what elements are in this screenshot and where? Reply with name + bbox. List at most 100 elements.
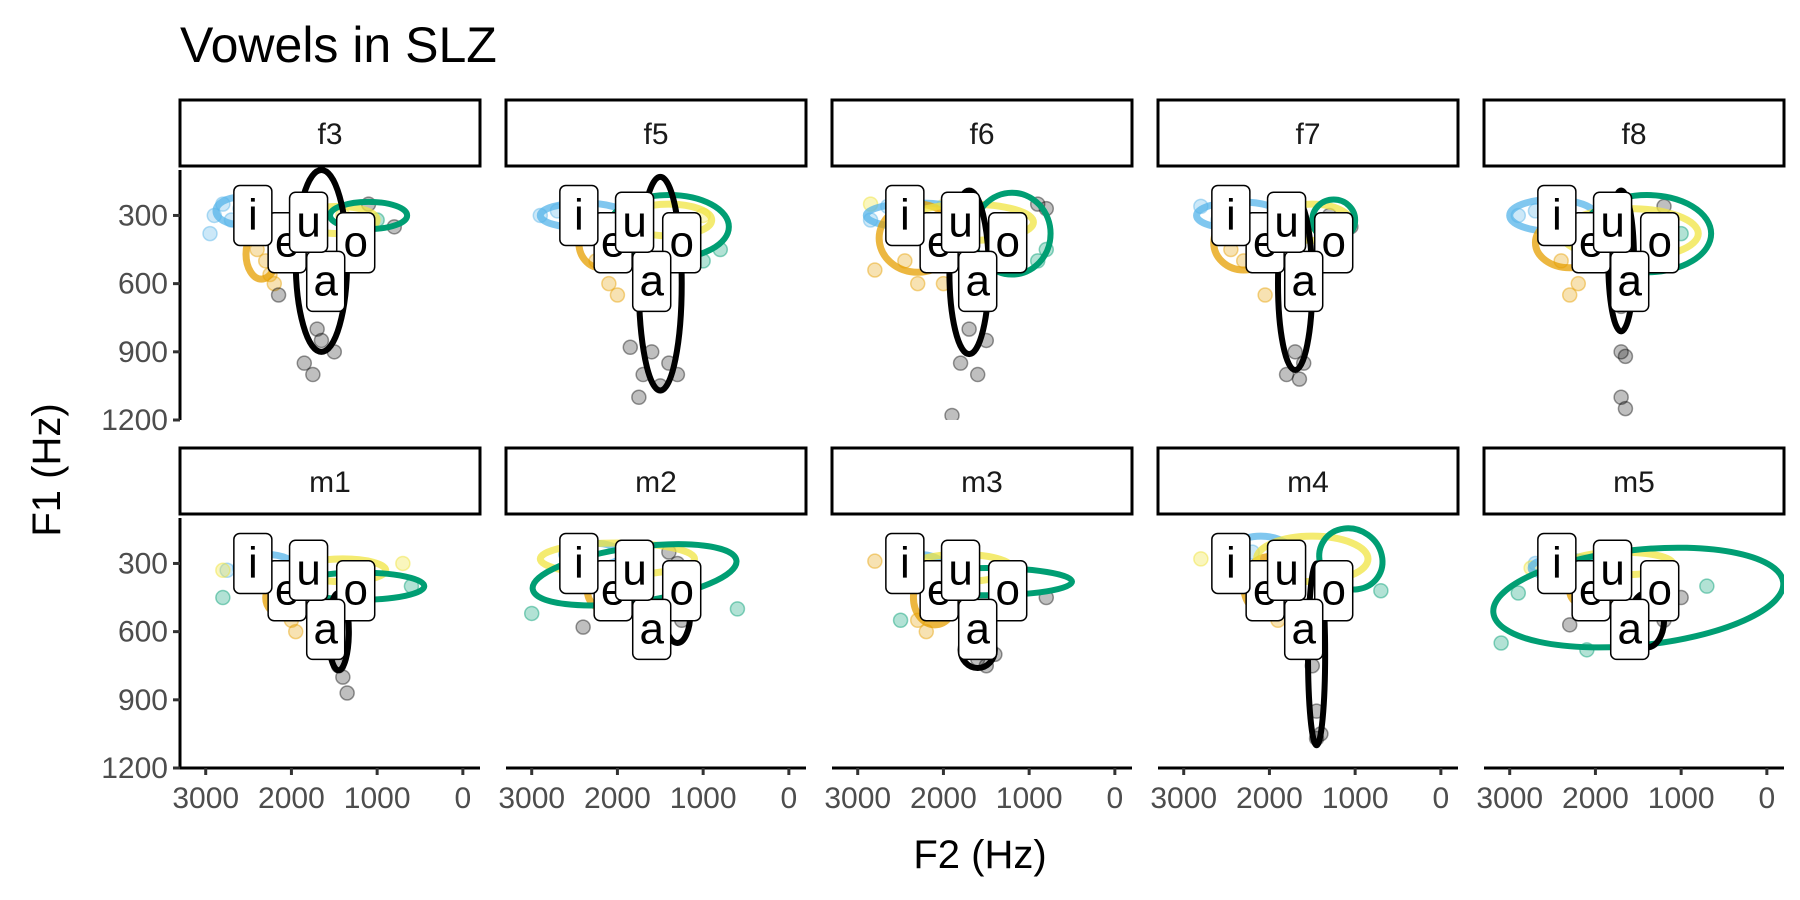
facet-strip — [504, 446, 808, 516]
data-point-a — [313, 332, 330, 349]
vowel-label-i: i — [559, 184, 599, 247]
vowel-label-a: a — [1283, 598, 1324, 661]
y-tick-label: 600 — [118, 616, 168, 649]
data-point-a — [575, 619, 591, 635]
svg-text:a: a — [639, 604, 664, 653]
vowel-label-o: o — [1313, 559, 1354, 622]
vowel-label-a: a — [957, 250, 998, 313]
vowel-label-i: i — [1537, 532, 1577, 595]
svg-text:a: a — [965, 604, 990, 653]
vowel-label-u: u — [1266, 539, 1307, 602]
vowel-label-u: u — [940, 191, 981, 254]
data-point-u — [729, 601, 746, 617]
vowel-label-i: i — [885, 532, 925, 595]
svg-text:u: u — [622, 545, 646, 594]
data-point-a — [631, 389, 647, 406]
x-tick-label: 0 — [1759, 782, 1776, 815]
x-axis-title: F2 (Hz) — [913, 833, 1046, 877]
chart-title: Vowels in SLZ — [180, 17, 497, 73]
facet-strip-label: m3 — [961, 466, 1003, 499]
x-tick-label: 1000 — [1322, 782, 1389, 815]
svg-text:u: u — [948, 197, 972, 246]
data-point-o — [395, 555, 411, 572]
svg-text:u: u — [1600, 545, 1624, 594]
vowel-label-u: u — [614, 191, 655, 254]
facet-strip-label: f6 — [969, 118, 994, 151]
vowel-label-a: a — [631, 598, 672, 661]
vowel-label-o: o — [987, 211, 1028, 274]
x-tick-label: 0 — [1107, 782, 1124, 815]
vowel-label-u: u — [614, 539, 655, 602]
facet-f7: f7e oai u — [1156, 98, 1460, 387]
data-point-a — [952, 355, 969, 371]
y-tick-label: 900 — [118, 684, 168, 717]
data-point-e — [1257, 287, 1273, 303]
x-tick-label: 0 — [1433, 782, 1450, 815]
data-point-a — [622, 339, 639, 356]
vowel-label-u: u — [1266, 191, 1307, 254]
facet-f6: f6e oai u — [830, 98, 1134, 420]
x-tick-label: 1000 — [1648, 782, 1715, 815]
data-point-a — [944, 407, 960, 420]
vowel-label-i: i — [233, 184, 273, 247]
facet-strip-label: m2 — [635, 466, 677, 499]
data-point-a — [969, 366, 986, 383]
svg-text:o: o — [1647, 566, 1671, 615]
y-tick-label: 1200 — [101, 404, 168, 437]
data-point-o — [1193, 551, 1209, 567]
svg-text:i: i — [900, 190, 910, 239]
y-tick-label: 1200 — [101, 752, 168, 785]
facet-strip — [830, 446, 1134, 516]
svg-text:u: u — [296, 197, 320, 246]
vowel-label-u: u — [1592, 191, 1633, 254]
svg-text:a: a — [313, 256, 338, 305]
vowel-label-u: u — [288, 191, 329, 254]
data-point-i — [202, 225, 218, 242]
svg-text:i: i — [1226, 190, 1236, 239]
data-point-e — [867, 553, 883, 569]
data-point-o — [215, 562, 231, 579]
svg-text:a: a — [965, 256, 990, 305]
svg-text:i: i — [1552, 190, 1562, 239]
svg-text:a: a — [639, 256, 664, 305]
facet-strip-label: f5 — [643, 118, 668, 151]
svg-text:a: a — [1617, 604, 1642, 653]
data-point-u — [1493, 635, 1509, 651]
svg-text:u: u — [1274, 197, 1298, 246]
data-point-a — [339, 685, 355, 701]
svg-text:a: a — [1291, 256, 1316, 305]
x-tick-label: 1000 — [344, 782, 411, 815]
vowel-label-i: i — [1537, 184, 1577, 247]
data-point-u — [1510, 585, 1527, 601]
facet-strip — [1156, 98, 1460, 168]
data-point-a — [1613, 344, 1629, 360]
y-tick-label: 300 — [118, 199, 168, 232]
data-point-a — [270, 287, 287, 303]
vowel-label-o: o — [661, 559, 702, 622]
x-tick-label: 2000 — [1562, 782, 1629, 815]
data-point-a — [1617, 348, 1634, 365]
svg-text:o: o — [995, 566, 1019, 615]
vowel-label-o: o — [987, 559, 1028, 622]
data-point-e — [1561, 287, 1578, 303]
svg-text:u: u — [1600, 197, 1624, 246]
x-tick-label: 3000 — [498, 782, 565, 815]
facet-strip — [1156, 446, 1460, 516]
svg-text:o: o — [669, 566, 693, 615]
data-point-a — [1617, 400, 1634, 417]
data-point-e — [266, 275, 283, 292]
x-tick-label: 3000 — [172, 782, 239, 815]
svg-text:a: a — [313, 604, 338, 653]
svg-text:i: i — [248, 538, 258, 587]
facet-strip — [178, 446, 482, 516]
svg-text:o: o — [995, 218, 1019, 267]
data-point-a — [961, 321, 977, 337]
y-tick-label: 600 — [118, 268, 168, 301]
vowel-label-a: a — [1283, 250, 1324, 313]
vowel-label-o: o — [1313, 211, 1354, 274]
facet-strip — [1482, 446, 1786, 516]
